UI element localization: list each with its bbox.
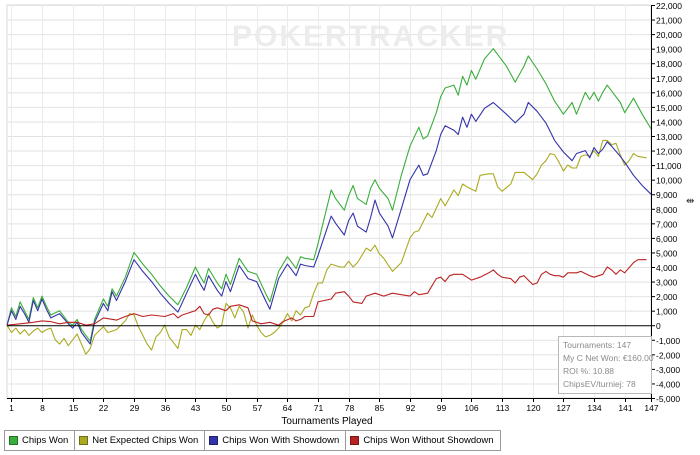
y-tick-label: 7,000 (656, 219, 678, 229)
y-tick-label: 16,000 (656, 88, 682, 98)
y-tick-label: 20,000 (656, 30, 682, 40)
x-tick-label: 64 (283, 403, 293, 413)
x-tick-label: 71 (314, 403, 324, 413)
x-tick-label: 1 (9, 403, 14, 413)
legend-label: Net Expected Chips Won (92, 435, 199, 446)
x-tick-label: 99 (437, 403, 447, 413)
watermark: POKERTRACKER (232, 20, 509, 53)
legend-label: Chips Won (22, 435, 69, 446)
stat-tournaments: Tournaments: 147 (563, 340, 632, 350)
y-tick-label: 21,000 (656, 16, 682, 26)
y-tick-label: 1,000 (656, 307, 678, 317)
y-tick-label: -3,000 (656, 365, 680, 375)
legend-item[interactable]: Chips Won (5, 431, 76, 450)
resize-icon[interactable]: ⇹ (686, 196, 695, 207)
x-tick-label: 22 (99, 403, 109, 413)
y-tick-label: 10,000 (656, 176, 682, 186)
y-tick-label: 14,000 (656, 117, 682, 127)
x-tick-label: 92 (406, 403, 416, 413)
stats-box: Tournaments: 147 My C Net Won: €160.00 R… (558, 336, 654, 394)
x-tick-label: 15 (69, 403, 79, 413)
y-tick-label: 11,000 (656, 161, 682, 171)
x-tick-label: 8 (40, 403, 45, 413)
y-tick-label: -5,000 (656, 394, 680, 404)
legend-item[interactable]: Chips Won With Showdown (205, 431, 347, 450)
axes: -5,000 -4,000 -3,000 -2,000 -1,000 0 1,000 2,00… (7, 1, 682, 413)
series-line-3 (6, 259, 647, 326)
x-tick-label: 85 (375, 403, 385, 413)
y-tick-label: 9,000 (656, 190, 678, 200)
y-tick-label: 22,000 (656, 1, 682, 11)
x-tick-label: 36 (161, 403, 171, 413)
y-tick-label: 3,000 (656, 278, 678, 288)
series-line-1 (6, 139, 647, 355)
y-tick-label: 2,000 (656, 292, 678, 302)
y-tick-label: -4,000 (656, 379, 680, 389)
y-tick-label: 5,000 (656, 248, 678, 258)
y-tick-label: -2,000 (656, 350, 680, 360)
x-tick-label: 120 (526, 403, 540, 413)
x-tick-label: 134 (587, 403, 601, 413)
y-tick-label: 4,000 (656, 263, 678, 273)
y-tick-label: 18,000 (656, 59, 682, 69)
stat-chipsev: ChipsEV/turniej: 78 (563, 379, 636, 389)
legend: Chips Won Net Expected Chips Won Chips Won… (4, 430, 501, 451)
series-lines (6, 48, 652, 355)
y-tick-label: -1,000 (656, 336, 680, 346)
y-tick-label: 15,000 (656, 103, 682, 113)
x-tick-label: 78 (345, 403, 355, 413)
legend-item[interactable]: Chips Won Without Showdown (346, 431, 499, 450)
y-tick-label: 6,000 (656, 234, 678, 244)
y-tick-label: 13,000 (656, 132, 682, 142)
legend-label: Chips Won Without Showdown (363, 435, 494, 446)
x-tick-label: 127 (556, 403, 570, 413)
y-tick-label: 19,000 (656, 45, 682, 55)
y-tick-label: 17,000 (656, 74, 682, 84)
stat-net-won: My C Net Won: €160.00 (563, 353, 654, 363)
legend-swatch (9, 436, 18, 445)
x-tick-label: 141 (618, 403, 632, 413)
legend-label: Chips Won With Showdown (222, 435, 340, 446)
series-line-0 (6, 48, 652, 342)
y-tick-label: 8,000 (656, 205, 678, 215)
x-tick-label: 106 (464, 403, 478, 413)
legend-swatch (79, 436, 89, 445)
x-axis-label: Tournaments Played (281, 416, 372, 427)
x-tick-label: 50 (222, 403, 232, 413)
y-tick-label: 0 (656, 321, 661, 331)
series-line-2 (6, 101, 652, 345)
legend-swatch (350, 436, 360, 445)
grid (6, 4, 652, 399)
legend-swatch (209, 436, 219, 445)
x-tick-label: 147 (644, 403, 658, 413)
y-tick-label: 12,000 (656, 147, 682, 157)
x-tick-label: 113 (496, 403, 510, 413)
stat-roi: ROI %: 10.88 (563, 366, 615, 376)
x-tick-label: 57 (253, 403, 263, 413)
legend-item[interactable]: Net Expected Chips Won (75, 431, 206, 450)
x-tick-label: 29 (130, 403, 140, 413)
x-tick-label: 43 (191, 403, 201, 413)
